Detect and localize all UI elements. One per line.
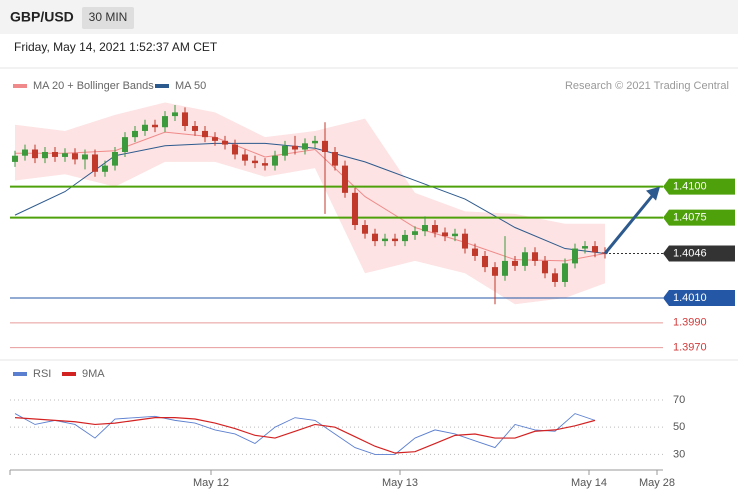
candle-body: [12, 155, 18, 162]
candle-body: [592, 246, 598, 253]
candle-body: [222, 140, 228, 145]
candle-body: [432, 225, 438, 233]
candle-body: [472, 248, 478, 256]
level-box: [663, 290, 735, 307]
candle-body: [442, 232, 448, 237]
candle-body: [422, 225, 428, 232]
level-label: 1.4100: [673, 181, 707, 193]
candle-body: [492, 267, 498, 276]
x-tick-label: May 28: [639, 477, 675, 489]
candle-body: [322, 140, 328, 152]
interval-box[interactable]: [82, 7, 134, 29]
candle-body: [172, 112, 178, 117]
bollinger-band: [15, 102, 605, 305]
candle-body: [242, 154, 248, 161]
candle-body: [462, 233, 468, 249]
candle-body: [582, 246, 588, 249]
timestamp: Friday, May 14, 2021 1:52:37 AM CET: [14, 40, 218, 54]
series-line: [14, 417, 596, 454]
credit: Research © 2021 Trading Central: [565, 80, 729, 92]
level-box: [663, 209, 735, 226]
candle-body: [272, 155, 278, 166]
candle-body: [192, 125, 198, 131]
legend-swatch: [155, 84, 169, 88]
candle-body: [452, 233, 458, 237]
candle-body: [102, 165, 108, 172]
candle-body: [112, 151, 118, 166]
candle-body: [132, 130, 138, 138]
forecast-arrow: [603, 192, 656, 255]
x-tick-label: May 12: [193, 477, 229, 489]
candle-body: [162, 116, 168, 128]
candle-body: [362, 225, 368, 234]
candle-body: [42, 151, 48, 159]
level-box: [663, 245, 735, 262]
legend-label: MA 20 + Bollinger Bands: [33, 80, 154, 92]
legend-swatch: [13, 372, 27, 376]
candle-body: [182, 112, 188, 126]
level-label: 1.3990: [673, 317, 707, 329]
y-tick-label: 30: [673, 448, 685, 460]
candle-body: [52, 151, 58, 157]
legend-label: MA 50: [175, 80, 206, 92]
level-label: 1.4046: [673, 247, 707, 259]
candle-body: [62, 153, 68, 157]
candle-body: [292, 145, 298, 150]
candle-body: [212, 137, 218, 141]
level-label: 1.4010: [673, 292, 707, 304]
candle-body: [232, 144, 238, 155]
x-tick-label: May 13: [382, 477, 418, 489]
candle-body: [572, 248, 578, 264]
legend-swatch: [62, 372, 76, 376]
candle-body: [342, 165, 348, 193]
level-label: 1.3970: [673, 341, 707, 353]
x-tick-label: May 14: [571, 477, 607, 489]
candle-body: [302, 143, 308, 150]
candle-body: [352, 192, 358, 226]
y-tick-label: 50: [673, 421, 685, 433]
candle-body: [532, 252, 538, 261]
candle-body: [142, 124, 148, 131]
candle-body: [332, 151, 338, 166]
candle-body: [372, 233, 378, 242]
candle-body: [542, 260, 548, 274]
legend-swatch: [13, 84, 27, 88]
candle-body: [522, 252, 528, 266]
candle-body: [552, 273, 558, 282]
legend-label: 9MA: [82, 368, 105, 380]
candle-body: [82, 154, 88, 160]
candle-body: [562, 263, 568, 282]
candle-body: [402, 234, 408, 242]
candle-body: [482, 255, 488, 268]
candle-body: [512, 260, 518, 266]
candle-body: [152, 124, 158, 128]
arrow-head: [646, 186, 660, 201]
legend-label: RSI: [33, 368, 51, 380]
candle-body: [392, 238, 398, 242]
candle-body: [122, 137, 128, 152]
candle-body: [22, 149, 28, 156]
candle-body: [92, 154, 98, 172]
symbol: GBP/USD: [10, 9, 74, 25]
candle-body: [312, 140, 318, 144]
candle-body: [202, 130, 208, 138]
level-label: 1.4075: [673, 212, 707, 224]
candle-body: [32, 149, 38, 159]
candle-body: [72, 153, 78, 160]
interval[interactable]: 30 MIN: [89, 10, 128, 24]
level-box: [663, 178, 735, 195]
series-line: [14, 413, 596, 455]
candle-body: [252, 160, 258, 164]
candle-body: [502, 260, 508, 276]
candle-body: [412, 231, 418, 235]
candle-body: [282, 145, 288, 156]
y-tick-label: 70: [673, 394, 685, 406]
candle-body: [382, 238, 388, 242]
candle-body: [262, 163, 268, 166]
